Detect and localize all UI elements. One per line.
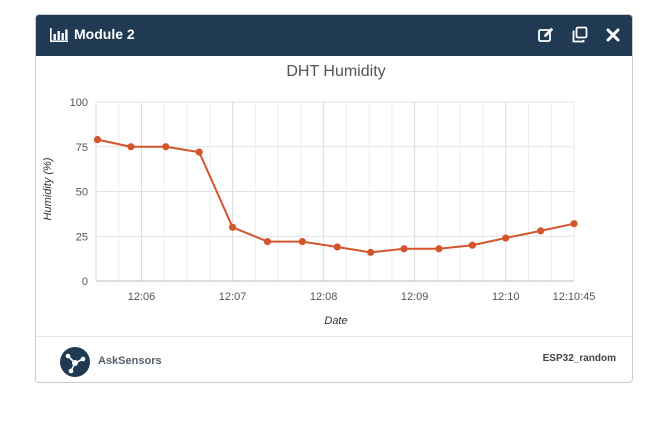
x-tick-label: 12:10 — [492, 291, 520, 303]
brand-name: AskSensors — [98, 355, 162, 367]
data-point[interactable] — [263, 238, 272, 246]
x-tick-label: 12:10:45 — [553, 291, 596, 303]
footer-divider — [36, 336, 632, 337]
data-point[interactable] — [298, 238, 306, 246]
x-tick-label: 12:09 — [401, 291, 429, 303]
bar-chart-icon — [50, 28, 68, 42]
data-point[interactable] — [435, 245, 443, 253]
close-button[interactable] — [603, 25, 623, 45]
y-tick-label: 0 — [82, 276, 88, 288]
data-point[interactable] — [228, 223, 237, 231]
data-point[interactable] — [502, 234, 510, 242]
data-point[interactable] — [333, 243, 341, 251]
data-point[interactable] — [468, 241, 476, 249]
y-axis-label: Humidity (%) — [42, 157, 54, 220]
duplicate-icon — [572, 26, 588, 43]
edit-icon — [538, 27, 554, 42]
duplicate-button[interactable] — [570, 25, 590, 45]
y-tick-label: 25 — [76, 231, 88, 243]
chart-title: DHT Humidity — [286, 63, 385, 80]
y-tick-label: 100 — [70, 97, 88, 109]
y-tick-label: 50 — [76, 187, 88, 199]
data-point[interactable] — [162, 143, 170, 151]
series-line — [97, 138, 575, 254]
data-point[interactable] — [367, 248, 375, 256]
data-point[interactable] — [570, 220, 578, 228]
data-point[interactable] — [195, 148, 203, 156]
x-axis-label: Date — [324, 315, 347, 327]
device-name: ESP32_random — [542, 353, 616, 364]
x-tick-label: 12:06 — [128, 291, 156, 303]
edit-button[interactable] — [536, 25, 556, 45]
asksensors-logo-icon — [60, 347, 90, 377]
close-icon — [606, 28, 620, 42]
humidity-chart: DHT Humidity 0 25 50 75 100 12:06 12:07 12:08 1… — [36, 56, 632, 336]
x-tick-label: 12:08 — [310, 291, 338, 303]
x-tick-label: 12:07 — [219, 291, 247, 303]
module-card: Module 2 DHT Humidity 0 25 50 75 100 12:06 — [35, 14, 633, 383]
y-tick-label: 75 — [76, 142, 88, 154]
data-point[interactable] — [93, 135, 102, 144]
module-title: Module 2 — [74, 26, 135, 42]
data-point[interactable] — [537, 227, 545, 235]
data-point[interactable] — [127, 143, 135, 151]
data-point[interactable] — [400, 245, 408, 253]
chart-svg: DHT Humidity 0 25 50 75 100 12:06 12:07 12:08 1… — [42, 63, 596, 327]
module-header: Module 2 — [36, 15, 632, 56]
